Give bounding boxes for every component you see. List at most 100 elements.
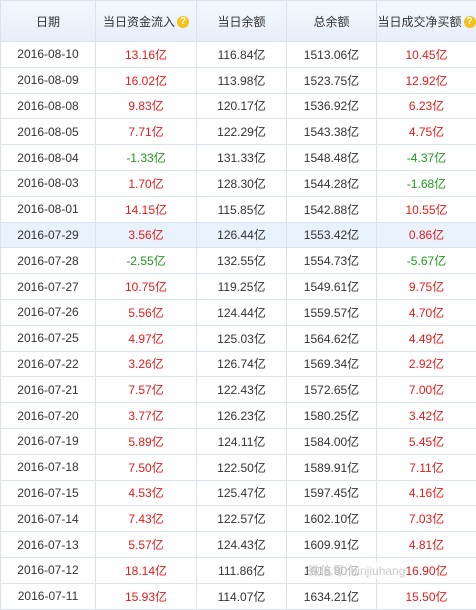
cell-net-buy: 2.92亿 xyxy=(377,351,476,377)
cell-net-buy: 4.75亿 xyxy=(377,119,476,145)
cell-day-balance: 124.43亿 xyxy=(197,532,287,558)
cell-total-balance: 1602.10亿 xyxy=(287,506,377,532)
cell-net-buy: 5.45亿 xyxy=(377,428,476,454)
cell-total-balance: 1543.38亿 xyxy=(287,119,377,145)
cell-total-balance: 1572.65亿 xyxy=(287,377,377,403)
cell-inflow: 7.71亿 xyxy=(96,119,197,145)
cell-date: 2016-07-26 xyxy=(1,299,96,325)
cell-net-buy: 6.23亿 xyxy=(377,93,476,119)
cell-net-buy: -5.67亿 xyxy=(377,248,476,274)
col-inflow[interactable]: 当日资金流入? xyxy=(96,1,197,42)
cell-net-buy: 4.70亿 xyxy=(377,299,476,325)
help-icon[interactable]: ? xyxy=(177,16,189,28)
table-header: 日期 当日资金流入? 当日余额 总余额 当日成交净买额? xyxy=(1,1,476,42)
cell-net-buy: -1.68亿 xyxy=(377,170,476,196)
cell-total-balance: 1548.48亿 xyxy=(287,145,377,171)
cell-total-balance: 1634.21亿 xyxy=(287,583,377,609)
cell-date: 2016-08-01 xyxy=(1,196,96,222)
cell-day-balance: 128.30亿 xyxy=(197,170,287,196)
cell-inflow: 7.43亿 xyxy=(96,506,197,532)
cell-total-balance: 1584.00亿 xyxy=(287,428,377,454)
cell-net-buy: 10.45亿 xyxy=(377,42,476,68)
cell-day-balance: 116.84亿 xyxy=(197,42,287,68)
cell-net-buy: 15.50亿 xyxy=(377,583,476,609)
cell-total-balance: 1589.91亿 xyxy=(287,454,377,480)
col-net-buy[interactable]: 当日成交净买额? xyxy=(377,1,476,42)
cell-inflow: 10.75亿 xyxy=(96,274,197,300)
cell-total-balance: 1609.91亿 xyxy=(287,532,377,558)
cell-inflow: 4.53亿 xyxy=(96,480,197,506)
help-icon[interactable]: ? xyxy=(464,16,476,28)
cell-net-buy: 12.92亿 xyxy=(377,67,476,93)
cell-inflow: 18.14亿 xyxy=(96,557,197,583)
cell-inflow: 15.93亿 xyxy=(96,583,197,609)
cell-date: 2016-07-28 xyxy=(1,248,96,274)
cell-inflow: -1.33亿 xyxy=(96,145,197,171)
cell-inflow: 13.16亿 xyxy=(96,42,197,68)
cell-day-balance: 119.25亿 xyxy=(197,274,287,300)
cell-inflow: 3.77亿 xyxy=(96,403,197,429)
cell-net-buy: 10.55亿 xyxy=(377,196,476,222)
cell-inflow: 3.26亿 xyxy=(96,351,197,377)
cell-date: 2016-07-27 xyxy=(1,274,96,300)
cell-net-buy: 4.49亿 xyxy=(377,325,476,351)
cell-day-balance: 111.86亿 xyxy=(197,557,287,583)
cell-day-balance: 115.85亿 xyxy=(197,196,287,222)
cell-date: 2016-07-20 xyxy=(1,403,96,429)
cell-total-balance: 1536.92亿 xyxy=(287,93,377,119)
cell-day-balance: 120.17亿 xyxy=(197,93,287,119)
cell-day-balance: 132.55亿 xyxy=(197,248,287,274)
cell-date: 2016-07-21 xyxy=(1,377,96,403)
cell-net-buy: 9.75亿 xyxy=(377,274,476,300)
cell-total-balance: 1553.42亿 xyxy=(287,222,377,248)
cell-day-balance: 122.43亿 xyxy=(197,377,287,403)
cell-total-balance: 1549.61亿 xyxy=(287,274,377,300)
cell-total-balance: 1569.34亿 xyxy=(287,351,377,377)
cell-inflow: 16.02亿 xyxy=(96,67,197,93)
cell-day-balance: 125.03亿 xyxy=(197,325,287,351)
col-date[interactable]: 日期 xyxy=(1,1,96,42)
col-total-balance[interactable]: 总余额 xyxy=(287,1,377,42)
cell-date: 2016-07-12 xyxy=(1,557,96,583)
cell-day-balance: 126.74亿 xyxy=(197,351,287,377)
cell-net-buy: 3.42亿 xyxy=(377,403,476,429)
cell-net-buy: 7.00亿 xyxy=(377,377,476,403)
cell-total-balance: 1597.45亿 xyxy=(287,480,377,506)
cell-date: 2016-07-13 xyxy=(1,532,96,558)
cell-inflow: 9.83亿 xyxy=(96,93,197,119)
cell-date: 2016-07-19 xyxy=(1,428,96,454)
cell-day-balance: 113.98亿 xyxy=(197,67,287,93)
cell-inflow: 4.97亿 xyxy=(96,325,197,351)
cell-inflow: 7.57亿 xyxy=(96,377,197,403)
cell-date: 2016-07-15 xyxy=(1,480,96,506)
cell-net-buy: 4.81亿 xyxy=(377,532,476,558)
cell-inflow: 5.57亿 xyxy=(96,532,197,558)
cell-total-balance: 1580.25亿 xyxy=(287,403,377,429)
col-day-balance[interactable]: 当日余额 xyxy=(197,1,287,42)
cell-day-balance: 124.44亿 xyxy=(197,299,287,325)
cell-date: 2016-07-18 xyxy=(1,454,96,480)
cell-day-balance: 131.33亿 xyxy=(197,145,287,171)
